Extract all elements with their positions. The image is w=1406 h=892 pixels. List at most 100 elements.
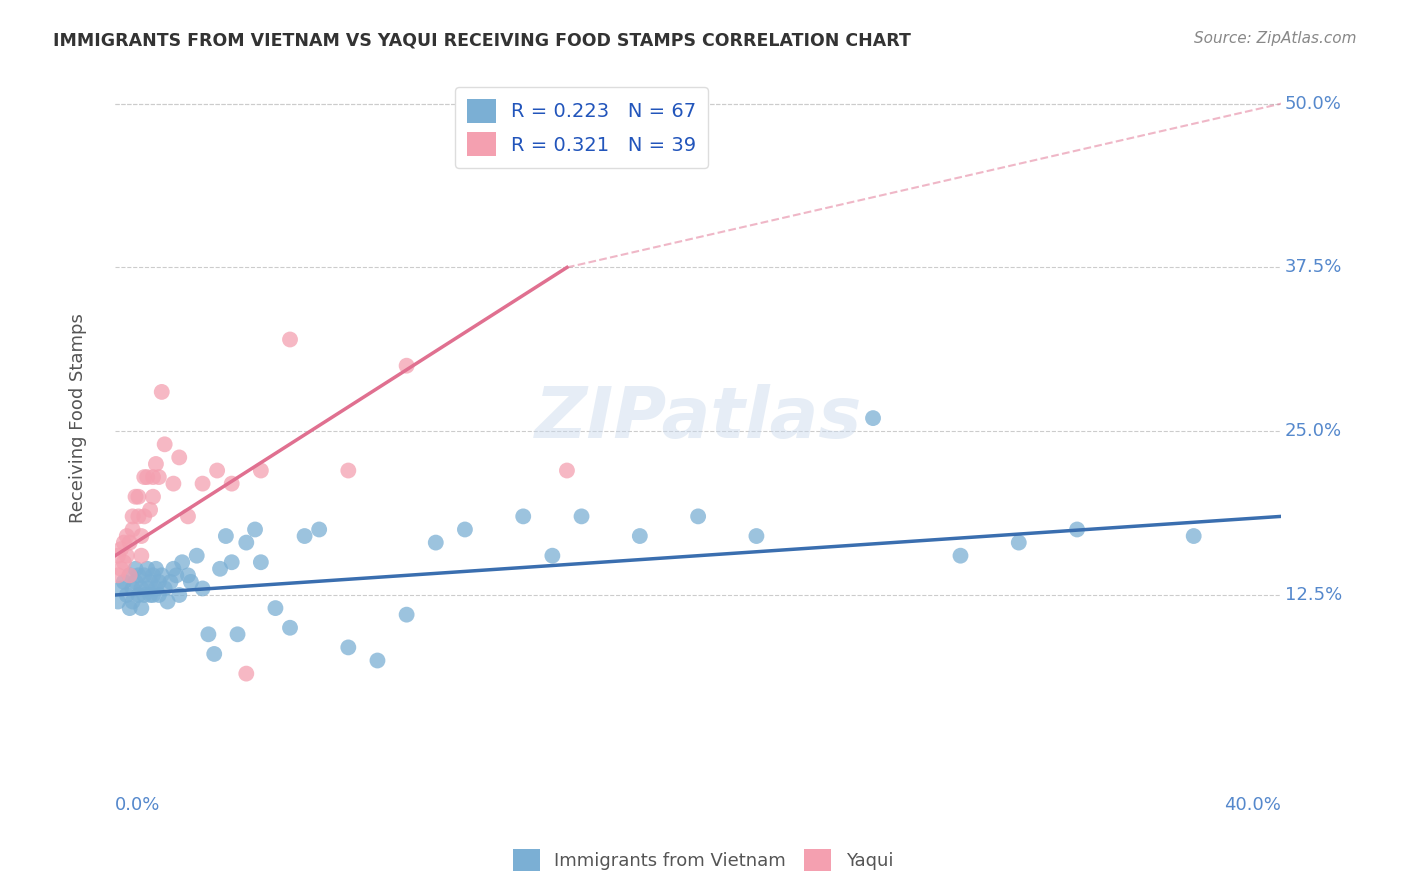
Point [180,574,202,589]
Point [136,470,159,484]
Text: 50.0%: 50.0% [1285,95,1341,112]
Text: 25.0%: 25.0% [1285,422,1341,441]
Point [139,574,162,589]
Point [139,588,162,602]
Point [235,666,257,681]
Point [197,627,219,641]
Point [862,411,884,425]
Text: IMMIGRANTS FROM VIETNAM VS YAQUI RECEIVING FOOD STAMPS CORRELATION CHART: IMMIGRANTS FROM VIETNAM VS YAQUI RECEIVI… [53,31,911,49]
Point [136,562,159,576]
Point [118,568,141,582]
Point [949,549,972,563]
Point [142,470,165,484]
Point [745,529,768,543]
Text: Source: ZipAtlas.com: Source: ZipAtlas.com [1194,31,1357,46]
Point [156,594,179,608]
Point [142,568,165,582]
Point [1008,535,1031,549]
Point [264,601,287,615]
Point [142,490,165,504]
Text: Receiving Food Stamps: Receiving Food Stamps [69,313,87,523]
Point [571,509,593,524]
Point [134,470,156,484]
Point [150,568,173,582]
Point [115,549,138,563]
Point [235,535,257,549]
Point [159,574,181,589]
Point [136,582,159,596]
Point [145,562,167,576]
Point [221,476,243,491]
Legend: R = 0.223   N = 67, R = 0.321   N = 39: R = 0.223 N = 67, R = 0.321 N = 39 [456,87,709,168]
Point [191,582,214,596]
Point [688,509,710,524]
Point [628,529,651,543]
Point [134,509,156,524]
Point [250,555,273,569]
Point [145,582,167,596]
Point [454,523,477,537]
Point [153,582,176,596]
Point [139,503,162,517]
Point [1066,523,1088,537]
Point [395,359,418,373]
Point [153,437,176,451]
Point [148,470,170,484]
Point [555,463,578,477]
Point [337,463,360,477]
Point [131,529,153,543]
Text: 37.5%: 37.5% [1285,259,1341,277]
Text: 40.0%: 40.0% [1225,797,1281,814]
Point [250,463,273,477]
Point [115,529,138,543]
Point [177,568,200,582]
Point [124,562,146,576]
Text: 0.0%: 0.0% [115,797,160,814]
Point [167,450,190,465]
Point [150,384,173,399]
Point [110,582,132,596]
Point [162,562,184,576]
Point [177,509,200,524]
Point [131,601,153,615]
Point [118,601,141,615]
Legend: Immigrants from Vietnam, Yaqui: Immigrants from Vietnam, Yaqui [506,842,900,879]
Point [202,647,225,661]
Point [107,549,129,563]
Point [1182,529,1205,543]
Point [308,523,330,537]
Point [541,549,564,563]
Point [127,588,149,602]
Point [337,640,360,655]
Point [110,542,132,557]
Point [186,549,208,563]
Point [142,588,165,602]
Point [127,568,149,582]
Point [115,588,138,602]
Point [124,574,146,589]
Point [172,555,194,569]
Text: ZIPatlas: ZIPatlas [534,384,862,452]
Point [191,476,214,491]
Point [221,555,243,569]
Point [209,562,232,576]
Point [278,621,301,635]
Point [107,594,129,608]
Point [162,476,184,491]
Point [243,523,266,537]
Point [278,333,301,347]
Point [112,555,135,569]
Point [121,582,143,596]
Point [167,588,190,602]
Point [131,549,153,563]
Point [395,607,418,622]
Point [118,568,141,582]
Point [110,562,132,576]
Point [127,509,149,524]
Point [205,463,228,477]
Point [145,457,167,471]
Point [121,509,143,524]
Point [215,529,238,543]
Point [148,574,170,589]
Point [121,594,143,608]
